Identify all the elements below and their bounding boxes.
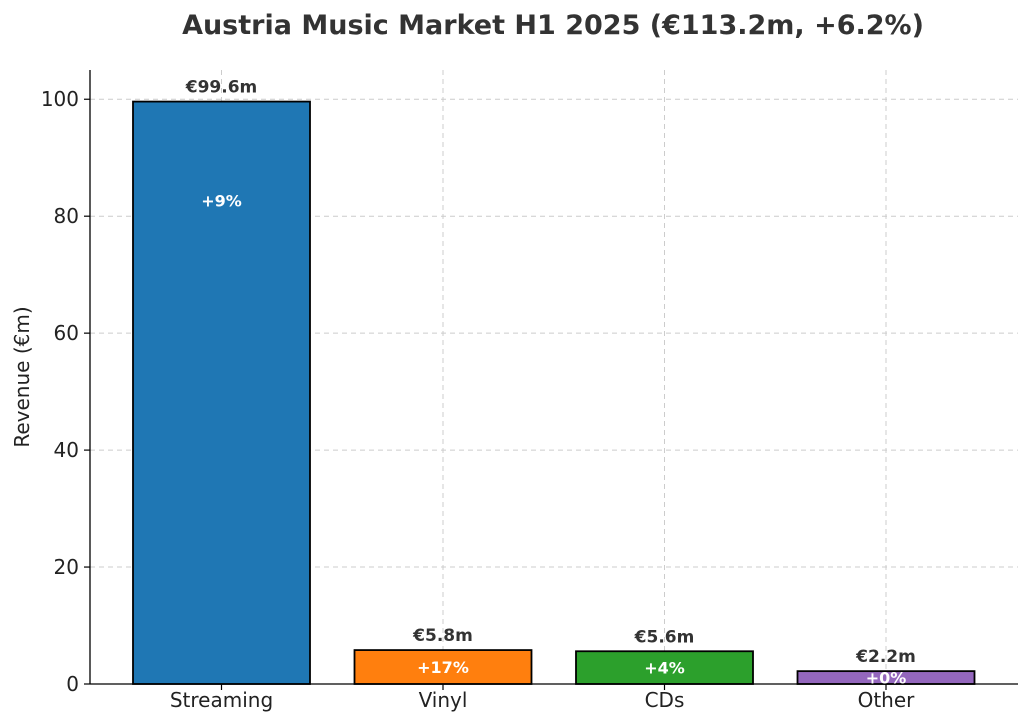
growth-label: +4% [644,659,685,678]
y-tick-label: 80 [54,204,79,228]
y-tick-label: 60 [54,321,79,345]
chart-title: Austria Music Market H1 2025 (€113.2m, +… [182,10,924,41]
growth-label: +0% [866,669,907,688]
x-tick-label: Other [858,688,916,712]
x-tick-label: Vinyl [419,688,468,712]
y-tick-label: 20 [54,555,79,579]
value-label: €5.6m [634,627,695,647]
value-label: €5.8m [412,626,473,646]
y-axis-label: Revenue (€m) [10,306,34,447]
axes: 0 20 40 60 80 100 Streaming Vinyl CDs Other [41,70,1018,712]
y-tick-label: 0 [66,672,79,696]
bar-cds [575,650,754,685]
y-tick-label: 100 [41,87,79,111]
value-label: €2.2m [855,647,916,667]
bars [132,100,976,685]
bar-streaming [132,100,311,685]
y-tick-label: 40 [54,438,79,462]
bar-vinyl [353,649,533,685]
growth-label: +17% [417,658,469,677]
growth-label: +9% [201,192,242,211]
bar-labels: €99.6m +9% €5.8m +17% €5.6m +4% €2.2m +0% [185,78,916,688]
x-tick-label: Streaming [170,688,273,712]
x-tick-label: CDs [645,688,685,712]
value-label: €99.6m [185,78,258,98]
